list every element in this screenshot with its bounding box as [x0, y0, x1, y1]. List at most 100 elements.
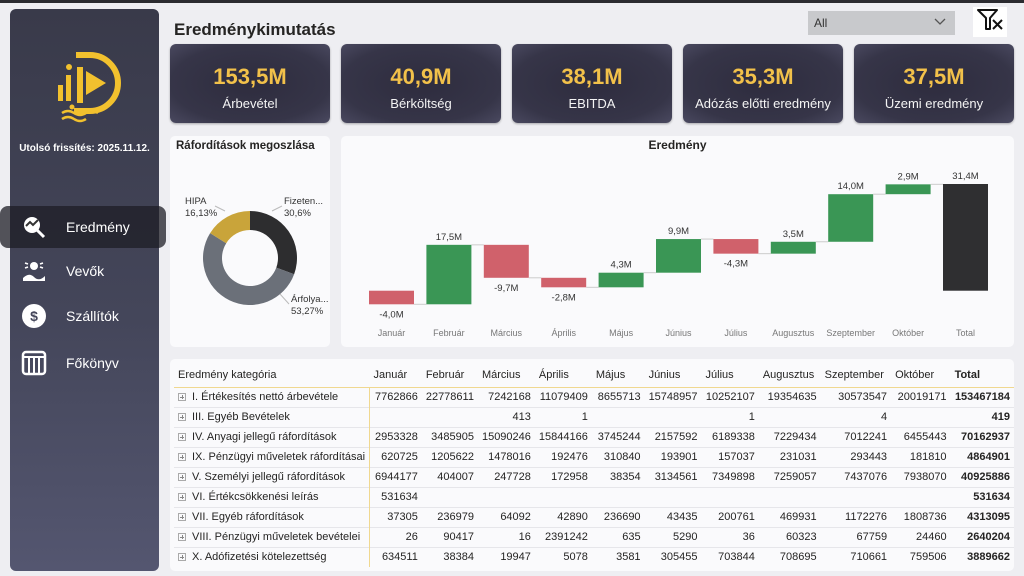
customers-icon [20, 257, 48, 285]
value-cell: 24460 [891, 526, 951, 547]
waterfall-data-label: 2,9M [898, 171, 919, 182]
waterfall-bar[interactable] [713, 239, 759, 254]
dollar-icon: $ [20, 302, 48, 330]
expand-row-icon[interactable] [178, 533, 186, 542]
waterfall-bar[interactable] [885, 184, 931, 195]
value-cell: 15090246 [477, 426, 535, 447]
waterfall-data-label: -4,3M [724, 259, 748, 270]
waterfall-chart: -4,0M Január 17,5M Február -9,7M Március -2,8M… [369, 171, 988, 338]
filter-dropdown[interactable]: All [808, 11, 955, 35]
column-header[interactable]: Január [373, 368, 408, 381]
waterfall-bar[interactable] [541, 277, 587, 288]
waterfall-category-label: Április [551, 328, 576, 338]
value-cell: 6189338 [701, 426, 759, 447]
kpi-label: Adózás előtti eredmény [695, 96, 831, 111]
value-cell: 247728 [477, 466, 535, 487]
value-cell: 2953328 [369, 426, 422, 447]
value-cell: 157037 [701, 446, 759, 467]
table-row: IX. Pénzügyi műveletek ráfordításai 62072… [174, 446, 1014, 467]
column-header[interactable]: Február [425, 368, 465, 381]
total-cell: 419 [950, 406, 1014, 427]
value-cell: 30573547 [820, 386, 892, 407]
column-header[interactable]: Június [648, 368, 681, 381]
expand-row-icon[interactable] [178, 393, 186, 402]
value-cell: 192476 [534, 446, 592, 467]
value-cell: 1172276 [820, 506, 892, 527]
column-header[interactable]: Október [895, 368, 935, 381]
expand-row-icon[interactable] [178, 513, 186, 522]
value-cell: 64092 [477, 506, 535, 527]
waterfall-bar[interactable] [598, 272, 644, 288]
row-category-label: IV. Anyagi jellegű ráfordítások [192, 431, 337, 443]
waterfall-bar[interactable] [656, 239, 701, 273]
category-cell: III. Egyéb Bevételek [174, 406, 371, 427]
row-category-label: VII. Egyéb ráfordítások [192, 511, 304, 523]
value-cell: 703844 [701, 546, 759, 567]
row-category-label: III. Egyéb Bevételek [192, 411, 290, 423]
column-header[interactable]: Total [954, 368, 981, 381]
value-cell: 38384 [421, 546, 478, 567]
donut-leader-line [279, 293, 290, 305]
expand-row-icon[interactable] [178, 433, 186, 442]
value-cell: 236979 [421, 506, 478, 527]
category-cell: IX. Pénzügyi műveletek ráfordításai [174, 446, 371, 467]
value-cell [820, 486, 892, 507]
total-cell: 2640204 [950, 526, 1014, 547]
value-cell: 36 [701, 526, 759, 547]
column-header[interactable]: Március [481, 368, 521, 381]
waterfall-data-label: -2,8M [552, 292, 576, 303]
value-cell: 4 [820, 406, 892, 427]
column-header[interactable]: Szeptember [824, 368, 884, 381]
column-header[interactable]: Augusztus [762, 368, 815, 381]
category-cell: V. Személyi jellegű ráfordítások [174, 466, 371, 487]
table-row: IV. Anyagi jellegű ráfordítások 2953328 34… [174, 426, 1014, 447]
kpi-card-arbevetel: 153,5M Árbevétel [170, 44, 330, 123]
waterfall-data-label: 3,5M [783, 229, 804, 240]
waterfall-bar[interactable] [369, 290, 414, 305]
expand-row-icon[interactable] [178, 473, 186, 482]
waterfall-bar[interactable] [426, 244, 472, 305]
waterfall-category-label: Március [491, 328, 523, 338]
row-category-label: VIII. Pénzügyi műveletek bevételei [192, 531, 361, 543]
value-cell: 3485905 [421, 426, 478, 447]
expand-row-icon[interactable] [178, 453, 186, 462]
donut-slice-label: HIPA [185, 196, 207, 207]
kpi-card-ebitda: 38,1M EBITDA [512, 44, 672, 123]
value-cell [421, 406, 478, 427]
expand-row-icon[interactable] [178, 493, 186, 502]
waterfall-category-label: Május [609, 328, 634, 338]
expand-row-icon[interactable] [178, 553, 186, 562]
waterfall-bar[interactable] [943, 184, 988, 291]
value-cell: 531634 [369, 486, 422, 507]
value-cell: 5290 [644, 526, 702, 547]
donut-slice-percent: 16,13% [185, 208, 218, 219]
value-cell: 172958 [534, 466, 592, 487]
value-cell [477, 486, 535, 507]
value-cell: 1808736 [891, 506, 951, 527]
waterfall-bar[interactable] [770, 241, 816, 254]
waterfall-bar[interactable] [483, 244, 529, 278]
column-header[interactable]: Július [705, 368, 734, 381]
value-cell: 1205622 [421, 446, 478, 467]
value-cell: 305455 [644, 546, 702, 567]
value-cell: 19947 [477, 546, 535, 567]
nav-item-eredmeny[interactable]: Eredmény [0, 206, 166, 248]
value-cell: 3581 [591, 546, 645, 567]
column-header-category[interactable]: Eredmény kategória [178, 368, 277, 381]
value-cell [534, 486, 592, 507]
value-cell: 1 [534, 406, 592, 427]
column-header[interactable]: Április [538, 368, 569, 381]
value-cell: 7349898 [701, 466, 759, 487]
waterfall-category-label: Augusztus [772, 328, 815, 338]
matrix-header-row: Eredmény kategória Január Február Március Áp… [174, 363, 1014, 387]
expand-row-icon[interactable] [178, 413, 186, 422]
waterfall-category-label: Szeptember [826, 328, 875, 338]
donut-slice[interactable] [250, 211, 297, 275]
donut-slice[interactable] [210, 211, 250, 244]
kpi-value: 153,5M [213, 64, 287, 89]
clear-filter-button[interactable] [973, 7, 1007, 37]
column-header[interactable]: Május [595, 368, 626, 381]
donut-slice[interactable] [203, 233, 295, 305]
waterfall-bar[interactable] [828, 194, 874, 242]
value-cell: 3745244 [591, 426, 645, 447]
